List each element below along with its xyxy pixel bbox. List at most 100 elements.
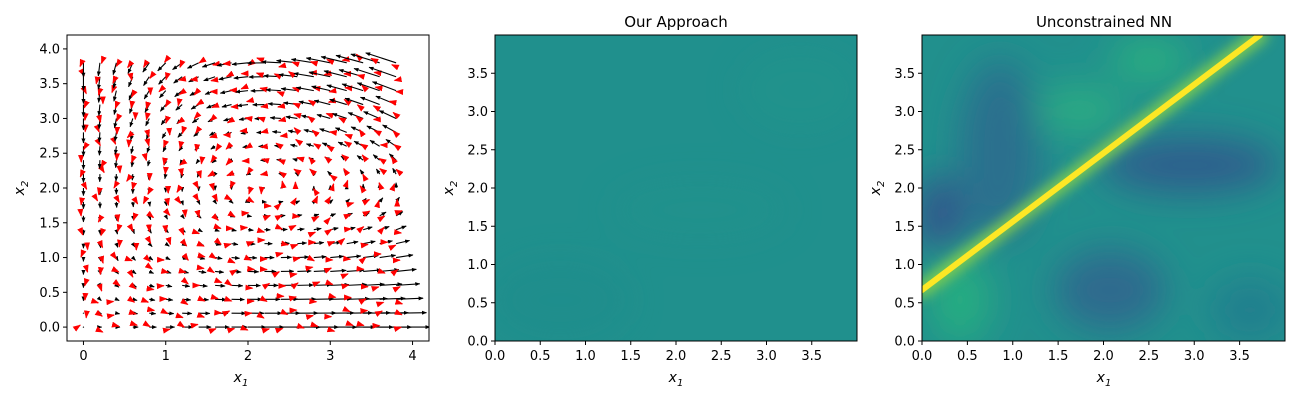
error-arrow <box>308 156 316 165</box>
error-arrow <box>208 182 215 192</box>
vector-arrow <box>395 239 411 245</box>
error-arrow <box>207 170 216 177</box>
error-arrow <box>306 254 316 262</box>
vector-arrow <box>271 130 281 135</box>
vector-arrow <box>334 127 347 133</box>
vector-arrow <box>96 296 102 302</box>
error-arrow <box>356 226 365 234</box>
error-arrow <box>311 281 321 288</box>
vector-arrow <box>323 70 347 78</box>
error-arrow <box>311 195 319 204</box>
error-arrow <box>362 173 369 182</box>
error-arrow <box>179 238 188 247</box>
error-arrow <box>389 183 396 192</box>
error-arrow <box>376 215 386 223</box>
error-arrow <box>296 322 305 329</box>
vector-arrow <box>179 200 184 206</box>
our-approach-title: Our Approach <box>624 13 728 31</box>
vector-arrow <box>228 198 234 204</box>
vector-arrow <box>278 172 284 177</box>
error-arrow <box>374 199 380 209</box>
unconstrained-nn-title: Unconstrained NN <box>1036 13 1172 31</box>
error-arrow <box>227 257 236 264</box>
vector-arrow <box>146 160 151 167</box>
error-arrow <box>307 99 317 107</box>
error-arrow <box>211 102 220 109</box>
vector-arrow <box>235 89 249 94</box>
error-arrow <box>274 223 284 230</box>
vector-arrow <box>378 197 384 203</box>
vector-arrow <box>313 227 322 232</box>
error-arrow <box>390 269 399 277</box>
error-arrow <box>313 187 320 197</box>
vector-arrow <box>313 213 320 218</box>
error-arrow <box>225 70 235 78</box>
error-arrow <box>342 305 351 313</box>
error-arrow <box>178 227 185 236</box>
vector-arrow <box>297 227 305 232</box>
vector-arrow <box>146 146 151 154</box>
vector-arrow <box>177 132 183 138</box>
error-arrow <box>344 133 353 140</box>
error-arrow <box>375 301 385 308</box>
error-arrow <box>126 295 136 303</box>
y-tick-label: 1.5 <box>39 216 60 231</box>
error-arrow <box>197 295 206 302</box>
error-arrow <box>260 127 269 134</box>
vector-arrow <box>392 167 397 175</box>
error-arrow <box>193 111 202 120</box>
error-arrow <box>229 180 236 189</box>
vector-arrow <box>319 128 331 133</box>
error-arrow <box>126 173 134 182</box>
y-tick-label: 0.5 <box>467 296 488 311</box>
error-arrow <box>356 74 366 80</box>
vector-arrow <box>305 143 314 148</box>
error-arrow <box>197 252 206 259</box>
error-arrow <box>293 113 302 119</box>
error-arrow <box>126 130 135 139</box>
error-arrow <box>213 277 223 284</box>
x-tick-label: 3.0 <box>756 349 777 364</box>
error-arrow <box>273 202 282 211</box>
error-arrow <box>210 76 219 83</box>
error-arrow <box>226 170 235 177</box>
error-arrow <box>194 209 201 219</box>
error-arrow <box>100 159 108 169</box>
vector-arrow <box>143 76 150 86</box>
x-tick-label: 0.0 <box>485 349 506 364</box>
error-arrow <box>176 116 186 124</box>
error-arrow <box>309 168 318 177</box>
vector-arrow <box>379 211 387 217</box>
y-tick-label: 4.0 <box>39 42 60 57</box>
error-arrow <box>177 75 187 82</box>
vector-arrow <box>265 88 281 93</box>
error-arrow <box>393 326 403 332</box>
vector-arrow <box>311 85 331 92</box>
vector-arrow <box>97 132 102 143</box>
vector-arrow <box>130 201 135 208</box>
error-arrow <box>77 227 84 236</box>
error-arrow <box>165 72 171 81</box>
vector-arrow <box>212 199 217 205</box>
error-arrow <box>83 100 90 109</box>
error-arrow <box>326 240 336 247</box>
x-tick-label: 1.5 <box>1048 349 1069 364</box>
error-arrow <box>378 181 385 191</box>
y-tick-label: 1.0 <box>894 258 915 273</box>
vector-arrow <box>313 254 327 259</box>
error-arrow <box>379 168 388 176</box>
error-arrow <box>373 130 383 137</box>
unconstrained-nn-xlabel: x1 <box>1096 370 1112 389</box>
error-arrow <box>244 115 253 122</box>
error-arrow <box>210 154 218 163</box>
error-arrow <box>278 62 287 69</box>
error-arrow <box>359 143 369 151</box>
x-tick-label: 0.5 <box>957 349 978 364</box>
error-arrow <box>276 91 285 98</box>
vector-arrow <box>346 240 359 245</box>
error-arrow <box>343 213 352 220</box>
error-arrow <box>196 98 205 106</box>
error-arrow <box>113 180 121 189</box>
error-arrow <box>93 124 100 133</box>
x-tick-label: 2.0 <box>1093 349 1114 364</box>
